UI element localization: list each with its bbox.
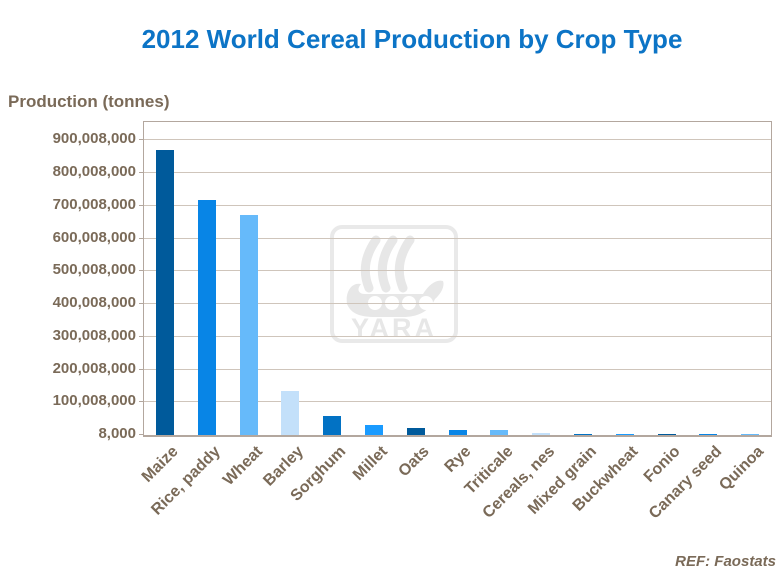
watermark-frame: [330, 225, 458, 343]
bar-canary-seed: [699, 433, 718, 435]
y-tick-label: 600,008,000: [52, 228, 136, 246]
bar-rye: [448, 430, 467, 435]
bar-fonio: [657, 433, 676, 435]
x-label-oats: Oats: [395, 443, 433, 481]
y-tick-label: 8,000: [98, 425, 136, 442]
y-axis-title: Production (tonnes): [8, 92, 170, 111]
bar-triticale: [490, 430, 509, 435]
gridline: [144, 335, 771, 337]
y-tick-label: 700,008,000: [52, 195, 136, 213]
viking-ship-icon: [360, 235, 415, 293]
bar-sorghum: [323, 416, 342, 435]
y-axis-tick-mark: [139, 204, 144, 206]
gridline: [144, 303, 771, 305]
bar-wheat: [239, 215, 258, 435]
y-tick-label: 800,008,000: [52, 163, 136, 181]
bar-buckwheat: [615, 433, 634, 435]
y-axis-tick-mark: [139, 335, 144, 337]
gridline: [144, 139, 771, 141]
gridline: [144, 172, 771, 174]
y-tick-label: 900,008,000: [52, 130, 136, 148]
bar-oats: [406, 428, 425, 435]
bar-millet: [364, 425, 383, 435]
x-label-quinoa: Quinoa: [716, 443, 768, 494]
y-axis-tick-mark: [139, 139, 144, 141]
yara-logo-watermark: YARA: [330, 225, 458, 343]
y-axis-tick-mark: [139, 303, 144, 305]
plot-area: YARA: [139, 121, 772, 437]
bar-barley: [281, 391, 300, 435]
y-axis-labels: 8,000 100,008,000 200,008,000 300,008,000 40…: [0, 0, 136, 581]
y-axis-tick-mark: [139, 237, 144, 239]
y-tick-label: 500,008,000: [52, 261, 136, 279]
bar-quinoa: [741, 433, 760, 435]
x-label-rye: Rye: [441, 443, 475, 476]
watermark-text: YARA: [351, 313, 437, 343]
x-label-wheat: Wheat: [219, 443, 266, 489]
y-tick-label: 100,008,000: [52, 392, 136, 410]
y-axis-tick-mark: [139, 434, 144, 435]
bar-cereals-nes: [532, 432, 551, 435]
bar-rice-paddy: [197, 199, 216, 435]
gridline: [144, 401, 771, 403]
gridline: [144, 368, 771, 370]
gridline: [144, 204, 771, 206]
ship-shields: [368, 296, 433, 310]
y-tick-label: 200,008,000: [52, 359, 136, 377]
x-label-millet: Millet: [349, 443, 391, 484]
y-axis-tick-mark: [139, 172, 144, 174]
y-tick-label: 300,008,000: [52, 326, 136, 344]
reference-note: REF: Faostats: [675, 553, 776, 570]
y-axis-tick-mark: [139, 401, 144, 403]
y-tick-label: 400,008,000: [52, 294, 136, 312]
y-axis-tick-mark: [139, 368, 144, 370]
bar-mixed-grain: [573, 433, 592, 435]
bar-maize: [155, 149, 174, 435]
gridline: [144, 270, 771, 272]
y-axis-tick-mark: [139, 270, 144, 272]
chart-title: 2012 World Cereal Production by Crop Typ…: [141, 24, 683, 54]
gridline: [144, 237, 771, 239]
